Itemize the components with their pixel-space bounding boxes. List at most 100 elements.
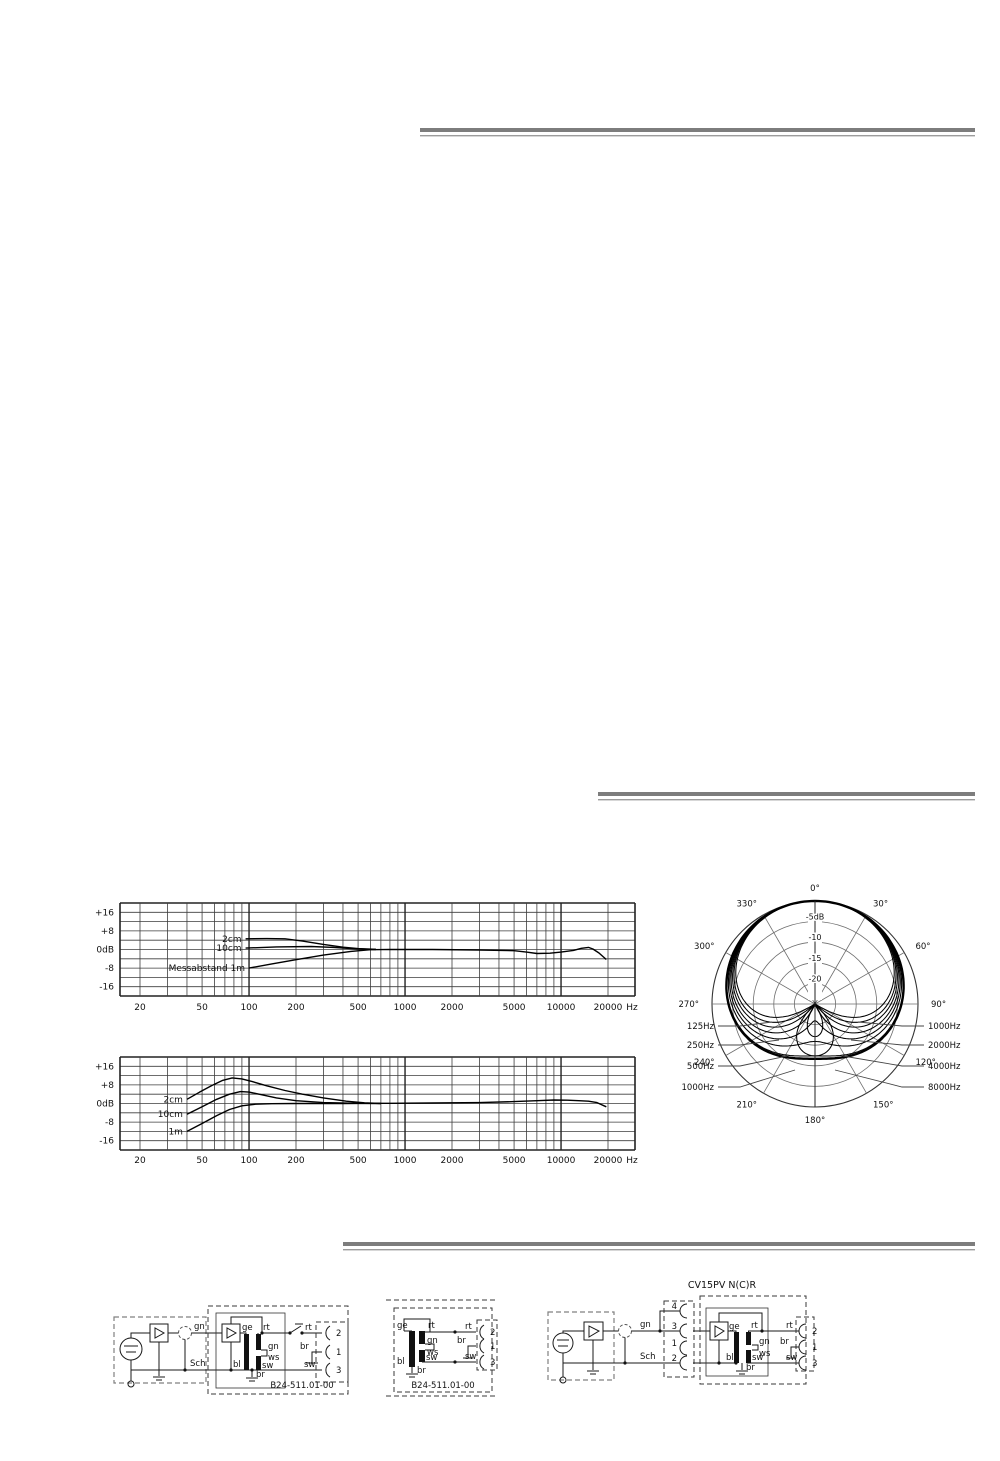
output-jack-1 [798,1339,807,1355]
lbl-gn2: gn [427,1336,438,1346]
svg-text:125Hz: 125Hz [687,1022,715,1032]
svg-text:-10: -10 [808,933,821,942]
svg-text:20: 20 [134,1156,146,1166]
lbl-bl: bl [726,1353,734,1363]
lbl-br-out: br [780,1337,789,1347]
svg-text:Messabstand 1m: Messabstand 1m [169,964,245,974]
lbl-pin3: 3 [490,1358,495,1368]
amplifier-symbol [221,1323,241,1343]
transformer-symbol [734,1332,751,1363]
svg-text:0dB: 0dB [96,946,114,956]
lbl-gn2: gn [268,1342,279,1352]
lbl-ge: ge [729,1322,740,1332]
svg-text:500: 500 [349,1003,366,1013]
svg-text:10cm: 10cm [158,1110,183,1120]
lbl-br: br [256,1370,265,1380]
amplifier-symbol [149,1323,169,1343]
lbl-sw: sw [752,1353,763,1363]
svg-text:20000: 20000 [594,1156,623,1166]
connector-jack-4 [679,1303,688,1319]
lbl-rt-out: rt [786,1321,793,1331]
svg-text:2000: 2000 [441,1156,464,1166]
svg-text:1m: 1m [168,1127,183,1137]
lbl-br: br [746,1363,755,1373]
svg-text:90°: 90° [931,1000,946,1010]
frequency-response-chart-bottom: +16 +8 0dB -8 -16 20 50 100 200 500 1000 2000 5000 10… [95,1056,638,1166]
lbl-gn: gn [194,1322,205,1332]
lbl-part-number: B24-511.01-00 [270,1381,333,1391]
svg-text:2cm: 2cm [222,935,241,945]
lbl-sw-out: sw [465,1352,476,1362]
lbl-ws: ws [759,1349,771,1359]
circuit-diagram-middle: ge rt gn ws sw bl br rt 2 br 1 sw 3 B24-… [386,1299,498,1397]
svg-text:-15: -15 [808,954,821,963]
svg-text:0dB: 0dB [96,1100,114,1110]
svg-text:-20: -20 [808,974,821,983]
transformer-symbol [244,1334,261,1370]
svg-text:-5dB: -5dB [806,913,825,922]
svg-text:1000Hz: 1000Hz [928,1022,961,1032]
svg-text:2cm: 2cm [164,1095,183,1105]
frequency-response-chart-top: +16 +8 0dB -8 -16 20 50 100 200 500 1000 2000 5000 10… [95,902,638,1013]
lbl-sch: Sch [190,1359,205,1369]
section-divider-middle [598,792,975,801]
svg-text:500Hz: 500Hz [687,1062,715,1072]
section-divider-top [420,128,975,137]
svg-text:8000Hz: 8000Hz [928,1083,961,1093]
lbl-pin3-out: 3 [812,1359,817,1369]
lbl-pin2: 2 [336,1329,341,1339]
transformer-symbol [409,1331,425,1367]
svg-text:250Hz: 250Hz [687,1041,715,1051]
lbl-rt-out: rt [465,1322,472,1332]
lbl-sw-out: sw [786,1353,797,1363]
lbl-pin3: 3 [672,1322,677,1332]
svg-text:5000: 5000 [503,1156,526,1166]
lbl-gn2: gn [759,1337,770,1347]
svg-text:30°: 30° [873,900,888,910]
svg-text:+16: +16 [95,908,114,918]
svg-text:500: 500 [349,1156,366,1166]
lbl-bl: bl [397,1357,405,1367]
svg-text:1000: 1000 [394,1003,417,1013]
connector-circle [178,1326,192,1340]
output-jack-3 [479,1354,485,1370]
lbl-pin2-out: 2 [812,1327,817,1337]
svg-text:240°: 240° [694,1058,714,1068]
circuit-diagram-right: CV15PV N(C)R gn Sch 4 3 1 [547,1280,817,1385]
svg-text:300°: 300° [694,942,714,952]
svg-text:20000: 20000 [594,1003,623,1013]
svg-text:+8: +8 [101,927,115,937]
lbl-pin1: 1 [672,1339,677,1349]
lbl-rt-out: rt [305,1323,312,1333]
lbl-pin2: 2 [490,1328,495,1338]
svg-text:150°: 150° [873,1100,893,1110]
svg-text:-8: -8 [105,1118,114,1128]
lbl-model-title: CV15PV N(C)R [688,1280,757,1291]
lbl-br: br [417,1366,426,1376]
lbl-gn: gn [640,1320,651,1330]
lbl-ws: ws [427,1348,439,1358]
connector-jack-3 [679,1323,688,1339]
svg-text:330°: 330° [737,900,757,910]
output-jack-2 [325,1325,331,1341]
lbl-pin2: 2 [672,1354,677,1364]
svg-text:5000: 5000 [503,1003,526,1013]
svg-text:1000Hz: 1000Hz [682,1083,715,1093]
output-jack-3 [798,1355,807,1371]
svg-text:Hz: Hz [626,1003,638,1013]
svg-text:200: 200 [287,1003,304,1013]
svg-text:10000: 10000 [547,1156,576,1166]
svg-text:100: 100 [240,1156,257,1166]
section-divider-bottom [343,1242,975,1251]
lbl-pin4: 4 [672,1302,677,1312]
output-jack-1 [479,1338,485,1354]
svg-text:-16: -16 [99,983,114,993]
svg-text:1000: 1000 [394,1156,417,1166]
circuit-diagram-left: gn Sch ge rt [113,1305,349,1395]
svg-text:270°: 270° [679,1000,699,1010]
switch-symbol [288,1323,304,1335]
lbl-ws: ws [268,1353,280,1363]
amplifier-symbol [709,1321,729,1341]
lbl-bl: bl [233,1360,241,1370]
